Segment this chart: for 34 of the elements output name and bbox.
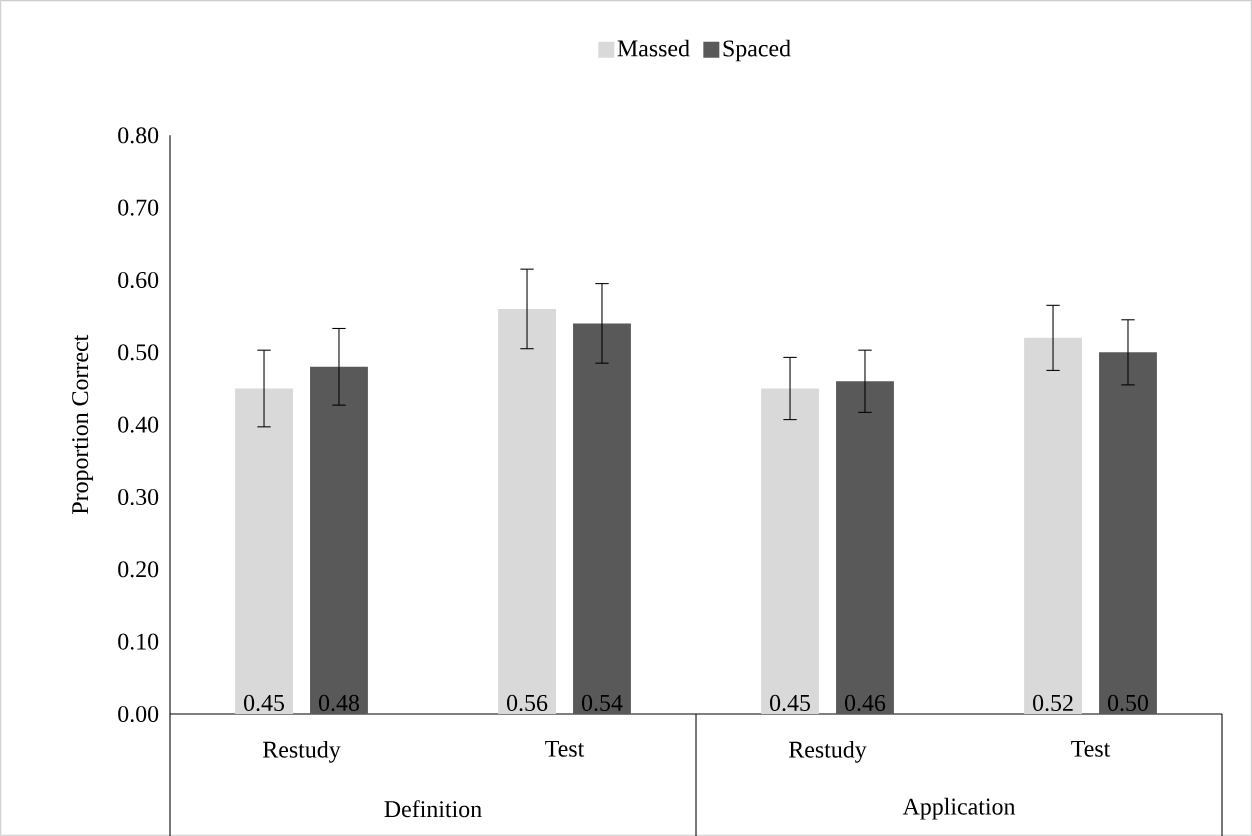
text: Definition — [384, 800, 482, 818]
data-label: 0.46 — [844, 694, 886, 712]
y-tick-label: 0.80 — [118, 127, 159, 144]
y-tick-label: 0.50 — [118, 344, 159, 361]
bar — [836, 381, 894, 714]
data-label: 0.54 — [581, 694, 623, 712]
y-tick-label: 0.30 — [118, 488, 159, 506]
bar — [310, 366, 368, 714]
x-tick-label: Restudy — [263, 740, 341, 763]
text: Application — [902, 797, 1016, 820]
bar — [573, 323, 631, 714]
bar — [761, 388, 819, 714]
bar — [498, 308, 556, 714]
data-label: 0.45 — [244, 694, 285, 712]
y-tick-label: 0.00 — [118, 705, 159, 723]
x-tick-label: Test — [1071, 740, 1111, 757]
data-label: 0.56 — [507, 694, 548, 712]
bar — [235, 388, 293, 714]
data-label: 0.50 — [1107, 694, 1148, 712]
x-tick-label: Restudy — [789, 740, 867, 763]
y-axis-title: Proportion Correct — [72, 334, 94, 514]
y-tick-label: 0.10 — [118, 633, 159, 650]
data-label: 0.48 — [318, 694, 359, 712]
y-tick-label: 0.60 — [118, 271, 159, 289]
data-label: 0.45 — [770, 694, 811, 712]
legend-label: Massed — [617, 39, 690, 57]
y-tick-label: 0.70 — [118, 199, 159, 216]
bar — [1024, 337, 1082, 714]
legend-label: Spaced — [723, 39, 791, 62]
y-tick-label: 0.20 — [118, 561, 159, 578]
x-tick-label: Test — [545, 740, 585, 757]
data-label: 0.52 — [1033, 694, 1073, 712]
bar — [1099, 352, 1157, 714]
y-tick-label: 0.40 — [118, 416, 159, 433]
